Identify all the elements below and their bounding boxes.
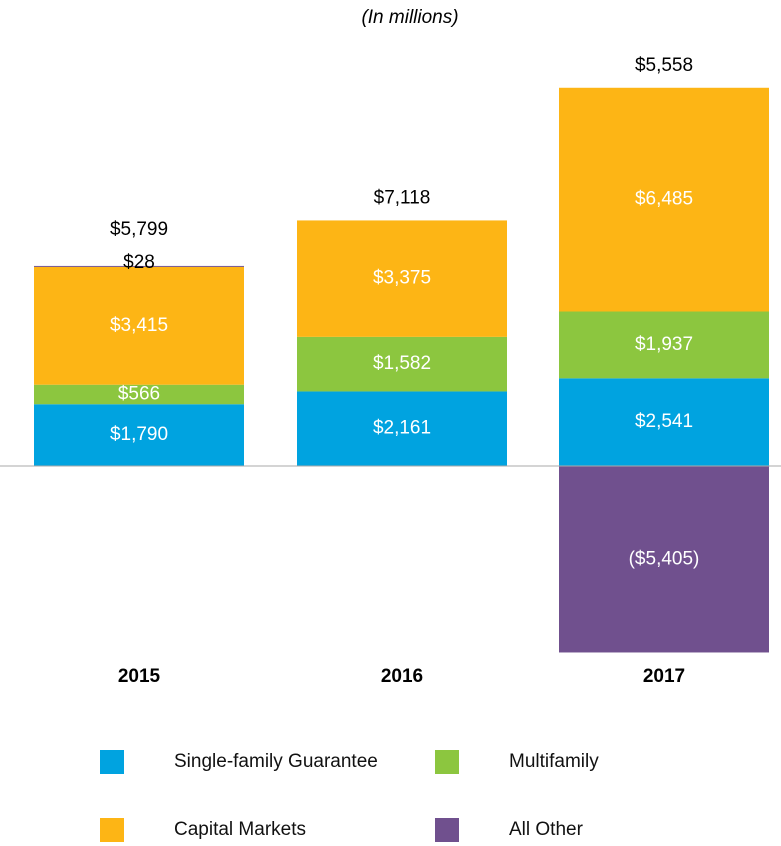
bar-segment — [297, 336, 507, 392]
x-tick-label: 2017 — [643, 666, 685, 687]
value-label: $1,937 — [635, 334, 693, 355]
legend-label: Capital Markets — [174, 819, 306, 840]
value-label: $2,541 — [635, 411, 693, 432]
total-label: $5,558 — [635, 55, 693, 76]
bar-segment — [297, 220, 507, 337]
bar-segment — [559, 311, 769, 379]
bar-segment — [34, 265, 244, 267]
legend-label: Multifamily — [509, 751, 599, 772]
value-label: ($5,405) — [629, 548, 700, 569]
x-tick-label: 2015 — [118, 666, 161, 687]
legend-label: All Other — [509, 819, 584, 840]
bar-segment — [559, 87, 769, 312]
legend-swatch — [435, 750, 459, 774]
value-label: $1,790 — [110, 424, 168, 445]
bar-segment — [34, 404, 244, 466]
legend-swatch — [100, 818, 124, 842]
chart-subtitle: (In millions) — [361, 7, 458, 28]
bar-segment — [34, 384, 244, 405]
total-label: $7,118 — [374, 187, 431, 208]
x-tick-label: 2016 — [381, 666, 423, 687]
value-label: $566 — [118, 383, 160, 404]
legend-swatch — [100, 750, 124, 774]
value-label: $6,485 — [635, 189, 693, 210]
bar-segment — [34, 266, 244, 385]
bar-segment — [297, 391, 507, 466]
value-label: $28 — [123, 252, 155, 273]
total-label: $5,799 — [110, 219, 168, 240]
value-label: $3,375 — [373, 268, 431, 289]
value-label: $2,161 — [373, 418, 431, 439]
bar-segment — [559, 378, 769, 466]
bar-segment — [559, 466, 769, 653]
legend-swatch — [435, 818, 459, 842]
legend-label: Single-family Guarantee — [174, 751, 378, 772]
value-label: $1,582 — [373, 353, 431, 374]
value-label: $3,415 — [110, 315, 168, 336]
